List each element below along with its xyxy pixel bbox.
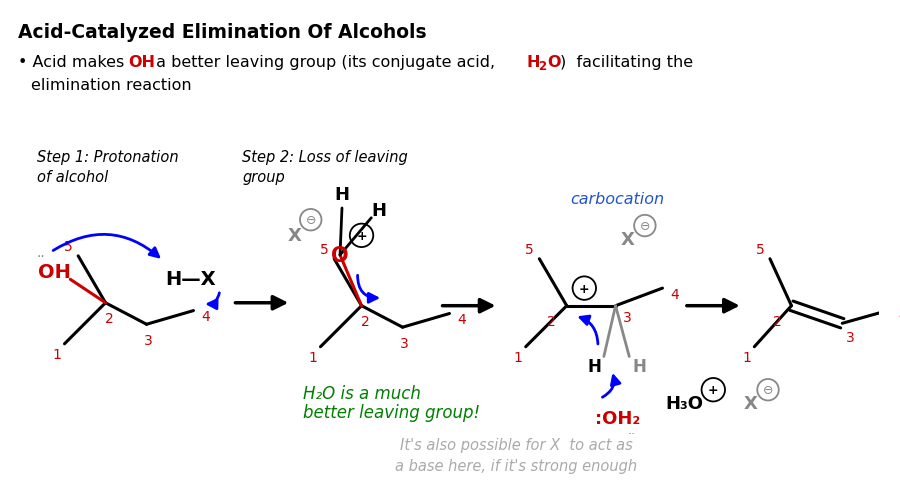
Text: ⊖: ⊖ (763, 383, 773, 396)
Text: 3: 3 (144, 333, 153, 347)
Text: )  facilitating the: ) facilitating the (560, 55, 693, 70)
Text: a base here, if it's strong enough: a base here, if it's strong enough (395, 458, 637, 473)
Text: group: group (242, 169, 285, 184)
Text: O: O (547, 55, 561, 70)
Text: H₃O: H₃O (665, 395, 703, 413)
Text: H: H (335, 186, 349, 204)
Text: X: X (743, 395, 758, 413)
Text: of alcohol: of alcohol (37, 169, 108, 184)
Text: OH: OH (39, 263, 71, 282)
Text: ··: ·· (37, 249, 45, 264)
Text: OH: OH (128, 55, 155, 70)
Text: +: + (708, 383, 718, 396)
Text: 3: 3 (846, 330, 854, 344)
Text: 2: 2 (773, 315, 782, 329)
Text: H: H (632, 358, 646, 376)
Text: H: H (372, 201, 387, 219)
Text: Step 2: Loss of leaving: Step 2: Loss of leaving (242, 150, 408, 165)
Text: :OH₂: :OH₂ (595, 409, 640, 427)
Text: 5: 5 (320, 242, 328, 257)
Text: 1: 1 (308, 350, 317, 364)
Text: X: X (620, 231, 634, 249)
Text: 1: 1 (742, 350, 751, 364)
Text: elimination reaction: elimination reaction (32, 78, 192, 93)
Text: carbocation: carbocation (571, 191, 664, 206)
Text: 5: 5 (756, 242, 765, 257)
Text: • Acid makes: • Acid makes (18, 55, 129, 70)
Text: X: X (288, 227, 302, 245)
Text: +: + (579, 282, 590, 295)
Text: H—X: H—X (166, 270, 216, 288)
Text: 1: 1 (52, 347, 61, 361)
Text: 3: 3 (400, 336, 409, 350)
Text: It's also possible for X  to act as: It's also possible for X to act as (400, 437, 633, 452)
Text: O: O (331, 245, 349, 266)
Text: 5: 5 (526, 242, 534, 257)
Text: H₂O is a much: H₂O is a much (303, 384, 421, 402)
Text: ⊖: ⊖ (305, 214, 316, 227)
Text: +: + (356, 229, 367, 242)
Text: H: H (587, 358, 601, 376)
Text: 4: 4 (201, 310, 210, 324)
Text: 4: 4 (898, 309, 900, 323)
Text: ··: ·· (627, 427, 635, 440)
Text: Step 1: Protonation: Step 1: Protonation (37, 150, 179, 165)
Text: 2: 2 (105, 312, 113, 326)
Text: ⊖: ⊖ (640, 219, 650, 232)
Text: 1: 1 (513, 350, 522, 364)
Text: 2: 2 (361, 315, 370, 329)
Text: 3: 3 (623, 311, 632, 325)
Text: 2: 2 (546, 315, 555, 329)
Text: Acid-Catalyzed Elimination Of Alcohols: Acid-Catalyzed Elimination Of Alcohols (18, 23, 427, 42)
Text: a better leaving group (its conjugate acid,: a better leaving group (its conjugate ac… (151, 55, 500, 70)
Text: 4: 4 (457, 313, 465, 327)
Text: better leaving group!: better leaving group! (303, 404, 480, 421)
Text: 2: 2 (538, 60, 546, 73)
Text: 5: 5 (64, 239, 73, 254)
Text: 4: 4 (670, 288, 679, 302)
Text: H: H (526, 55, 540, 70)
